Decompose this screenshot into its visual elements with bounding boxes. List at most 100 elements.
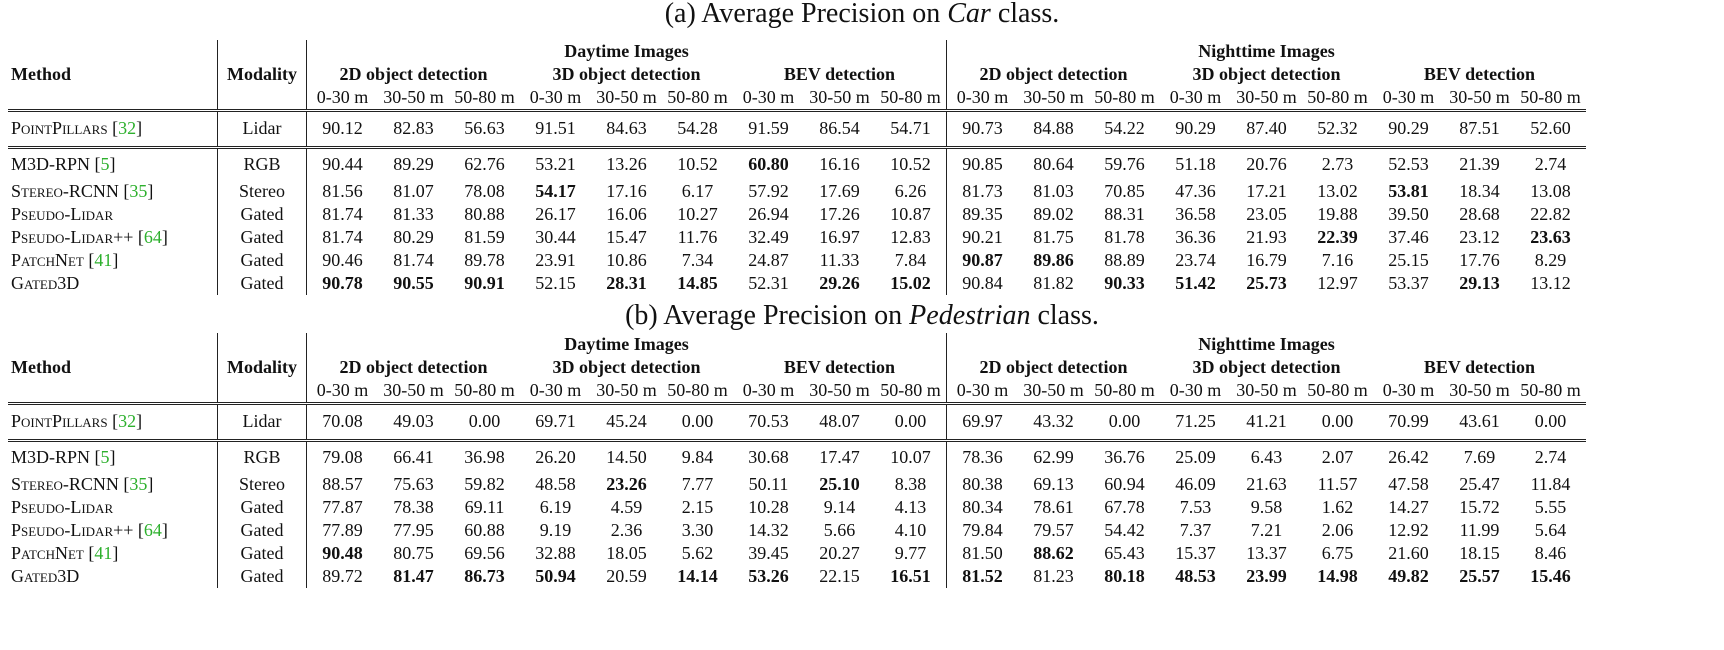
value-cell: 48.58 xyxy=(535,474,576,494)
modality-cell: RGB xyxy=(217,439,307,473)
value-cell: 41.21 xyxy=(1231,402,1302,441)
value-cell: 32.88 xyxy=(535,543,576,563)
table-caption: (a) Average Precision on Car class. xyxy=(0,0,1724,40)
value-cell: 51.42 xyxy=(1175,273,1216,293)
header-row: 0-30 m 30-50 m 50-80 m 0-30 m 30-50 m 50-80 m… xyxy=(8,86,1586,111)
value-cell: 49.03 xyxy=(378,402,449,441)
value-cell: 5.64 xyxy=(1534,520,1567,540)
header-range: 30-50 m xyxy=(1444,86,1515,111)
header-det-2d: 2D object detection xyxy=(339,64,488,84)
value-cell: 82.83 xyxy=(378,109,449,148)
method-name: PatchNet xyxy=(11,543,84,563)
value-cell: 81.07 xyxy=(393,181,434,201)
value-cell: 11.76 xyxy=(677,227,718,247)
value-cell: 39.50 xyxy=(1388,204,1429,224)
value-cell: 2.15 xyxy=(681,497,714,517)
value-cell: 90.73 xyxy=(946,109,1018,148)
method-name: Pseudo-Lidar xyxy=(11,204,114,224)
value-cell: 12.92 xyxy=(1388,520,1429,540)
value-cell: 77.89 xyxy=(322,520,363,540)
header-range: 30-50 m xyxy=(804,86,875,111)
value-cell: 29.26 xyxy=(819,273,860,293)
method-name: Gated3D xyxy=(11,273,80,293)
value-cell: 11.99 xyxy=(1459,520,1500,540)
value-cell: 25.10 xyxy=(819,474,860,494)
paper-figure: (a) Average Precision on Car class. Metho… xyxy=(0,0,1724,588)
value-cell: 54.71 xyxy=(875,109,947,148)
value-cell: 10.07 xyxy=(875,439,947,473)
value-cell: 15.46 xyxy=(1530,566,1571,586)
value-cell: 89.35 xyxy=(946,203,1018,226)
value-cell: 13.26 xyxy=(591,146,662,180)
value-cell: 15.02 xyxy=(890,273,931,293)
value-cell: 86.54 xyxy=(804,109,875,148)
value-cell: 75.63 xyxy=(393,474,434,494)
value-cell: 69.11 xyxy=(464,497,505,517)
value-cell: 81.03 xyxy=(1033,181,1074,201)
header-range: 30-50 m xyxy=(378,379,449,404)
value-cell: 89.72 xyxy=(322,566,363,586)
caption-suffix: class. xyxy=(990,0,1060,29)
value-cell: 81.23 xyxy=(1033,566,1074,586)
value-cell: 4.13 xyxy=(894,497,927,517)
method-ref: [5] xyxy=(90,154,116,174)
method-name: Gated3D xyxy=(11,566,80,586)
value-cell: 56.63 xyxy=(449,109,520,148)
value-cell: 53.81 xyxy=(1388,181,1429,201)
header-range: 0-30 m xyxy=(946,86,1018,111)
header-range: 0-30 m xyxy=(946,379,1018,404)
value-cell: 25.09 xyxy=(1160,439,1231,473)
value-cell: 0.00 xyxy=(1089,402,1160,441)
value-cell: 23.12 xyxy=(1459,227,1500,247)
value-cell: 90.12 xyxy=(306,109,378,148)
value-cell: 90.84 xyxy=(946,272,1018,295)
value-cell: 90.55 xyxy=(393,273,434,293)
header-range: 50-80 m xyxy=(1089,86,1160,111)
value-cell: 47.36 xyxy=(1175,181,1216,201)
method-ref: [35] xyxy=(118,474,154,494)
value-cell: 0.00 xyxy=(1302,402,1373,441)
header-det-2d: 2D object detection xyxy=(946,63,1160,86)
header-det-bev: BEV detection xyxy=(783,357,896,377)
value-cell: 81.33 xyxy=(393,204,434,224)
value-cell: 15.72 xyxy=(1459,497,1500,517)
value-cell: 77.95 xyxy=(393,520,434,540)
header-range: 30-50 m xyxy=(591,379,662,404)
table-row: M3D-RPN [5] RGB 79.08 66.41 36.98 26.20 14.50 9… xyxy=(8,439,1586,473)
modality-cell: Stereo xyxy=(217,180,307,203)
value-cell: 90.29 xyxy=(1373,109,1444,148)
method-cell: PatchNet [41] xyxy=(8,249,218,272)
value-cell: 7.77 xyxy=(681,474,714,494)
value-cell: 20.76 xyxy=(1231,146,1302,180)
value-cell: 71.25 xyxy=(1160,402,1231,441)
value-cell: 15.37 xyxy=(1175,543,1216,563)
value-cell: 52.53 xyxy=(1373,146,1444,180)
value-cell: 9.84 xyxy=(662,439,733,473)
citation-link: 64 xyxy=(143,520,162,540)
value-cell: 0.00 xyxy=(1515,402,1586,441)
value-cell: 21.93 xyxy=(1246,227,1287,247)
value-cell: 6.19 xyxy=(539,497,572,517)
header-range: 0-30 m xyxy=(306,86,378,111)
value-cell: 9.14 xyxy=(823,497,856,517)
value-cell: 2.06 xyxy=(1321,520,1354,540)
header-range: 30-50 m xyxy=(1018,86,1089,111)
header-range: 50-80 m xyxy=(662,379,733,404)
value-cell: 23.99 xyxy=(1246,566,1287,586)
table-row: Pseudo-Lidar Gated 77.87 78.38 69.11 6.19 4.59… xyxy=(8,496,1586,519)
method-cell: M3D-RPN [5] xyxy=(8,439,218,473)
table-row: Gated3D Gated 90.78 90.55 90.91 52.15 28.31 14.… xyxy=(8,272,1586,295)
header-range: 0-30 m xyxy=(733,379,804,404)
header-range: 50-80 m xyxy=(875,86,947,111)
value-cell: 25.15 xyxy=(1388,250,1429,270)
value-cell: 36.98 xyxy=(449,439,520,473)
modality-cell: Stereo xyxy=(217,473,307,496)
value-cell: 14.50 xyxy=(591,439,662,473)
value-cell: 3.30 xyxy=(681,520,714,540)
value-cell: 10.27 xyxy=(677,204,718,224)
citation-link: 64 xyxy=(143,227,162,247)
modality-cell: Gated xyxy=(217,496,307,519)
value-cell: 90.85 xyxy=(946,146,1018,180)
value-cell: 11.33 xyxy=(819,250,860,270)
value-cell: 23.05 xyxy=(1246,204,1287,224)
